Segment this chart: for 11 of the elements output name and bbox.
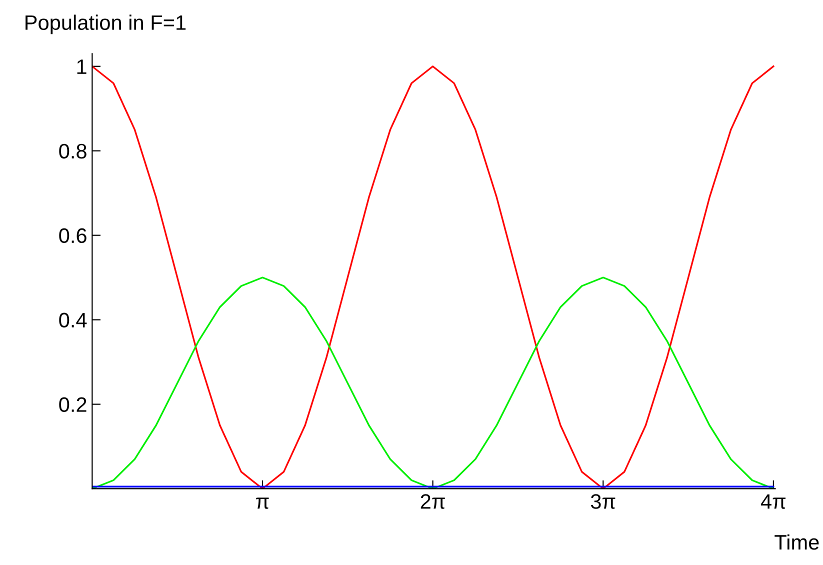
y-tick-label: 0.6	[59, 228, 86, 244]
y-tick-label: 0.2	[59, 397, 86, 412]
y-tick-label: 0.8	[59, 144, 86, 159]
x-axis-title: Time	[774, 534, 819, 550]
x-tick-label: 3π	[590, 494, 616, 509]
y-tick-label: 1	[77, 60, 86, 74]
y-tick-label: 0.4	[59, 312, 87, 328]
x-tick-label: π	[256, 498, 269, 509]
y-axis-title: Population in F=1	[26, 14, 186, 34]
x-tick-label: 4π	[760, 494, 786, 509]
x-tick-label: 2π	[420, 494, 445, 509]
